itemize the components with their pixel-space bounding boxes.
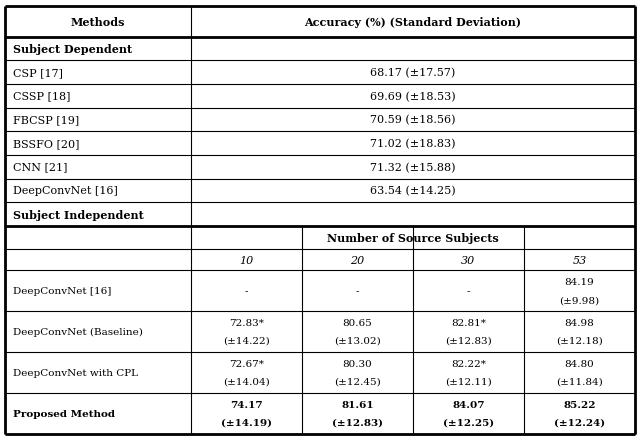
Text: -: - xyxy=(244,286,248,295)
Text: -: - xyxy=(356,286,359,295)
Text: 71.32 (±15.88): 71.32 (±15.88) xyxy=(370,162,456,173)
Text: Subject Dependent: Subject Dependent xyxy=(13,44,132,55)
Text: 72.83*: 72.83* xyxy=(229,318,264,327)
Text: Subject Independent: Subject Independent xyxy=(13,209,143,220)
Text: 80.30: 80.30 xyxy=(342,359,372,368)
Text: 84.19: 84.19 xyxy=(564,277,595,286)
Text: (±12.18): (±12.18) xyxy=(556,336,603,345)
Text: Number of Source Subjects: Number of Source Subjects xyxy=(327,233,499,244)
Text: CSSP [18]: CSSP [18] xyxy=(13,92,70,102)
Text: (±14.19): (±14.19) xyxy=(221,418,272,427)
Text: 85.22: 85.22 xyxy=(563,400,596,409)
Text: (±14.04): (±14.04) xyxy=(223,377,270,386)
Text: 30: 30 xyxy=(461,255,476,265)
Text: Accuracy (%) (Standard Deviation): Accuracy (%) (Standard Deviation) xyxy=(305,17,522,28)
Text: 71.02 (±18.83): 71.02 (±18.83) xyxy=(370,138,456,149)
Text: 70.59 (±18.56): 70.59 (±18.56) xyxy=(370,115,456,125)
Text: (±12.45): (±12.45) xyxy=(334,377,381,386)
Text: (±12.24): (±12.24) xyxy=(554,418,605,427)
Text: CNN [21]: CNN [21] xyxy=(13,162,67,172)
Text: 72.67*: 72.67* xyxy=(229,359,264,368)
Text: BSSFO [20]: BSSFO [20] xyxy=(13,139,79,148)
Text: DeepConvNet [16]: DeepConvNet [16] xyxy=(13,286,111,295)
Text: 84.80: 84.80 xyxy=(564,359,595,368)
Text: (±12.25): (±12.25) xyxy=(443,418,494,427)
Text: 20: 20 xyxy=(350,255,365,265)
Text: DeepConvNet with CPL: DeepConvNet with CPL xyxy=(13,368,138,377)
Text: Methods: Methods xyxy=(71,17,125,28)
Text: 63.54 (±14.25): 63.54 (±14.25) xyxy=(370,186,456,196)
Text: 84.98: 84.98 xyxy=(564,318,595,327)
Text: (±11.84): (±11.84) xyxy=(556,377,603,386)
Text: 74.17: 74.17 xyxy=(230,400,262,409)
Text: (±14.22): (±14.22) xyxy=(223,336,270,345)
Text: 53: 53 xyxy=(572,255,586,265)
Text: (±12.11): (±12.11) xyxy=(445,377,492,386)
Text: 84.07: 84.07 xyxy=(452,400,484,409)
Text: 82.81*: 82.81* xyxy=(451,318,486,327)
Text: (±12.83): (±12.83) xyxy=(332,418,383,427)
Text: 80.65: 80.65 xyxy=(342,318,372,327)
Text: 69.69 (±18.53): 69.69 (±18.53) xyxy=(370,92,456,102)
Text: 68.17 (±17.57): 68.17 (±17.57) xyxy=(371,68,456,78)
Text: (±12.83): (±12.83) xyxy=(445,336,492,345)
Text: DeepConvNet [16]: DeepConvNet [16] xyxy=(13,186,118,196)
Text: 81.61: 81.61 xyxy=(341,400,374,409)
Text: FBCSP [19]: FBCSP [19] xyxy=(13,115,79,125)
Text: 10: 10 xyxy=(239,255,253,265)
Text: (±9.98): (±9.98) xyxy=(559,295,600,304)
Text: (±13.02): (±13.02) xyxy=(334,336,381,345)
Text: -: - xyxy=(467,286,470,295)
Text: DeepConvNet (Baseline): DeepConvNet (Baseline) xyxy=(13,327,143,336)
Text: 82.22*: 82.22* xyxy=(451,359,486,368)
Text: Proposed Method: Proposed Method xyxy=(13,409,115,418)
Text: CSP [17]: CSP [17] xyxy=(13,68,63,78)
